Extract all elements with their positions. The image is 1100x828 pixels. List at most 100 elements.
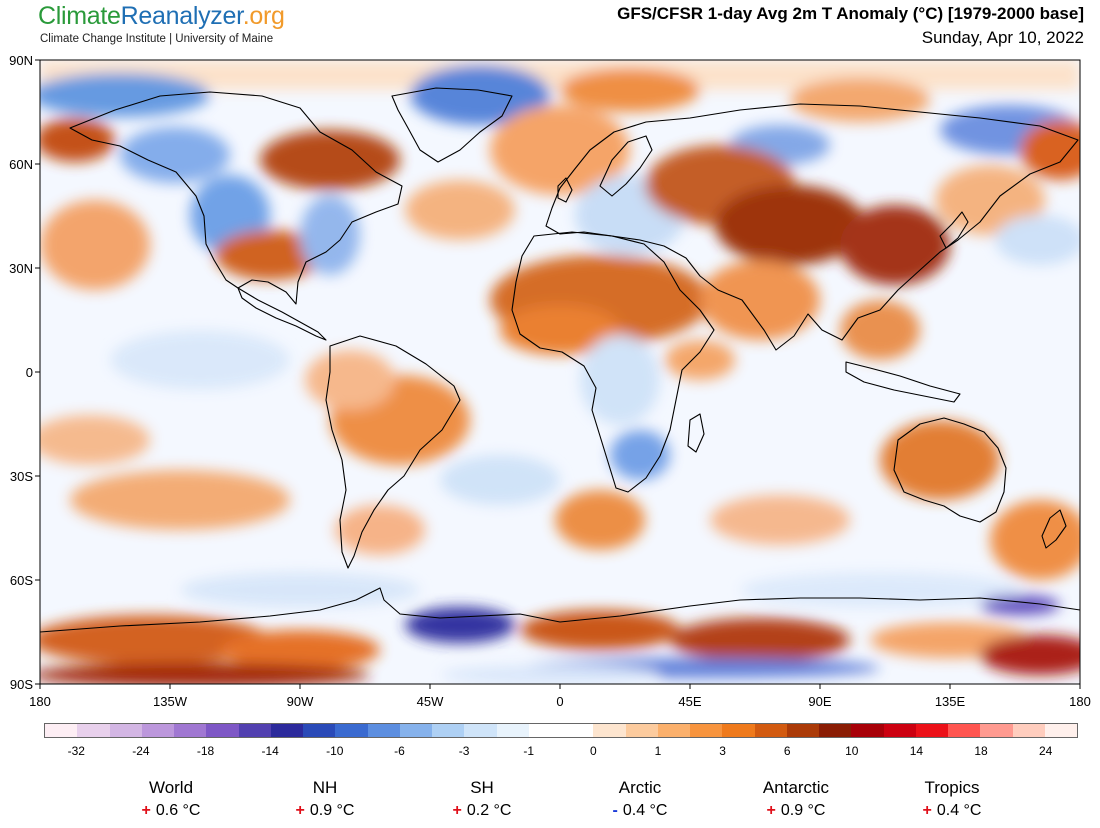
lat-label: 30N [9, 261, 33, 276]
color-swatch [464, 724, 497, 737]
lat-label: 0 [26, 365, 33, 380]
color-swatch [561, 724, 594, 737]
color-swatch [432, 724, 465, 737]
uk-outline [557, 177, 573, 203]
color-scale-tick: -14 [261, 744, 279, 758]
region-value: +0.4 °C [882, 802, 1022, 820]
lat-label: 60S [10, 573, 33, 588]
region-stat-tropics: Tropics +0.4 °C [882, 778, 1022, 820]
color-scale-tick: 10 [845, 744, 859, 758]
color-swatch [335, 724, 368, 737]
lon-label: 0 [556, 694, 563, 709]
color-scale-tick: -1 [523, 744, 535, 758]
color-swatch [399, 724, 432, 737]
color-swatch [690, 724, 723, 737]
anomaly-value: 0.6 °C [155, 802, 201, 819]
anomaly-sign: + [922, 802, 932, 819]
region-stat-antarctic: Antarctic +0.9 °C [726, 778, 866, 820]
temperature-anomaly-map: 90N 60N 30N 0 30S 60S 90S 180 135W 90W 45W 0 45E 90E… [9, 53, 1091, 709]
site-logo[interactable]: ClimateReanalyzer.org [38, 2, 285, 30]
anomaly-field [40, 60, 1080, 684]
region-stat-nh: NH +0.9 °C [255, 778, 395, 820]
color-swatch [174, 724, 207, 737]
south-america-outline [325, 335, 461, 569]
color-swatch [109, 724, 142, 737]
color-swatch [657, 724, 690, 737]
color-swatch [819, 724, 852, 737]
color-swatch [206, 724, 239, 737]
region-value: -0.4 °C [570, 802, 710, 820]
lat-label: 90N [9, 53, 33, 68]
eurasia-outline [545, 103, 1079, 351]
color-swatch [270, 724, 303, 737]
color-scale-labels: -32-24-18-14-10-6-3-101361014182432 [44, 744, 1078, 760]
anomaly-value: 0.9 °C [309, 802, 355, 819]
lon-label: 135W [153, 694, 188, 709]
map-date: Sunday, Apr 10, 2022 [921, 28, 1084, 47]
anomaly-value: 0.4 °C [622, 802, 668, 819]
japan-outline [939, 211, 969, 249]
color-scale-tick: 1 [654, 744, 662, 758]
color-swatch [238, 724, 271, 737]
lon-label: 180 [1069, 694, 1091, 709]
color-scale-tick: -6 [394, 744, 405, 758]
color-swatch [77, 724, 110, 737]
region-name: NH [312, 778, 338, 797]
region-name: Arctic [618, 778, 662, 797]
north-america-outline [69, 91, 403, 305]
color-swatch [948, 724, 981, 737]
lat-label: 60N [9, 157, 33, 172]
color-scale-tick: 18 [974, 744, 988, 758]
color-swatch [141, 724, 174, 737]
anomaly-value: 0.2 °C [466, 802, 512, 819]
region-name: Antarctic [762, 778, 830, 797]
africa-outline [511, 231, 715, 493]
color-scale-tick: 3 [719, 744, 726, 758]
central-america-outline [237, 287, 327, 341]
color-swatch [722, 724, 755, 737]
color-scale-tick: -3 [458, 744, 470, 758]
scandinavia-outline [599, 135, 653, 197]
region-name: World [148, 778, 194, 797]
continent-outlines [39, 87, 1081, 633]
map-title: GFS/CFSR 1-day Avg 2m T Anomaly (°C) [19… [617, 4, 1084, 23]
region-value: +0.2 °C [412, 802, 552, 820]
color-scale-tick: -18 [196, 744, 215, 758]
anomaly-sign: - [612, 802, 618, 819]
lon-label: 90W [287, 694, 314, 709]
color-scale-tick: -10 [326, 744, 344, 758]
anomaly-sign: + [295, 802, 305, 819]
anomaly-value: 0.9 °C [780, 802, 826, 819]
lat-label: 90S [10, 677, 33, 692]
lon-label: 45W [417, 694, 444, 709]
color-swatch [1044, 724, 1077, 737]
color-scale-tick: -32 [67, 744, 85, 758]
region-value: +0.9 °C [726, 802, 866, 820]
institution-subtitle: Climate Change Institute | University of… [40, 33, 274, 45]
latitude-ticks: 90N 60N 30N 0 30S 60S 90S [9, 53, 40, 692]
anomaly-sign: + [141, 802, 151, 819]
color-swatch [851, 724, 884, 737]
indonesia-outline [845, 361, 961, 403]
color-swatch [625, 724, 658, 737]
madagascar-outline [687, 413, 705, 453]
lon-label: 180 [29, 694, 51, 709]
color-swatch [496, 724, 529, 737]
color-swatch [45, 724, 78, 737]
region-stat-arctic: Arctic -0.4 °C [570, 778, 710, 820]
color-swatch [528, 724, 561, 737]
color-swatch [883, 724, 916, 737]
anomaly-value: 0.4 °C [936, 802, 982, 819]
lon-label: 90E [808, 694, 831, 709]
color-swatch [367, 724, 400, 737]
region-value: +0.9 °C [255, 802, 395, 820]
lat-label: 30S [10, 469, 33, 484]
australia-outline [893, 417, 1007, 523]
region-name: Tropics [924, 778, 980, 797]
color-swatch [754, 724, 787, 737]
anomaly-sign: + [452, 802, 462, 819]
region-value: +0.6 °C [101, 802, 241, 820]
color-swatch [980, 724, 1013, 737]
regional-anomaly-summary: World +0.6 °C NH +0.9 °C SH +0.2 °C Arctic -0.4… [0, 778, 1100, 828]
greenland-outline [391, 87, 513, 163]
